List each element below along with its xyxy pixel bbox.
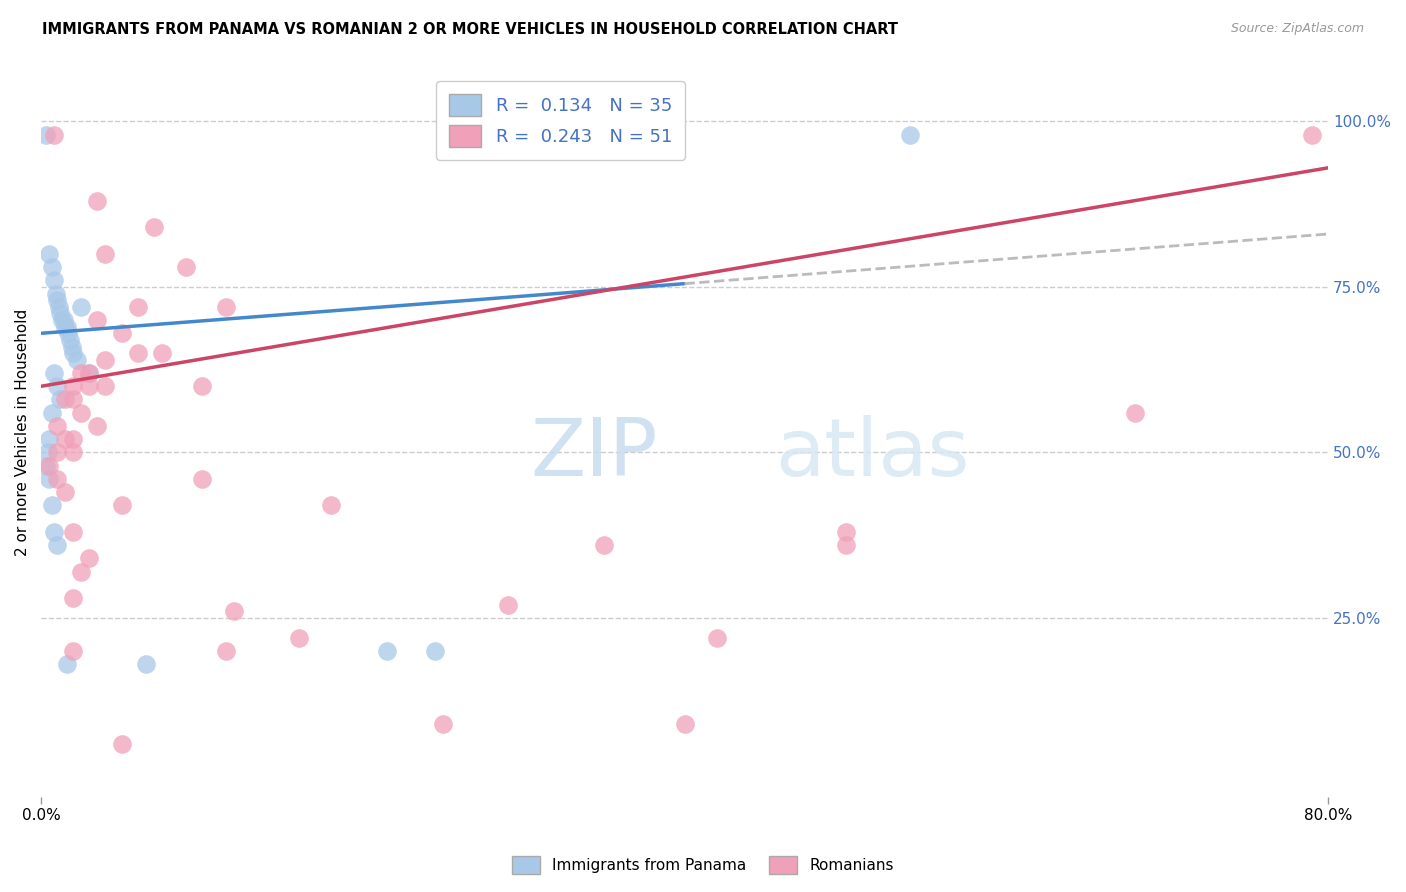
Point	[51, 313, 73, 327]
Point	[224, 604, 246, 618]
Point	[1301, 128, 1323, 142]
Point	[110, 499, 132, 513]
Point	[42, 366, 65, 380]
Point	[86, 194, 108, 208]
Point	[46, 419, 69, 434]
Point	[1123, 406, 1146, 420]
Point	[46, 472, 69, 486]
Point	[53, 319, 76, 334]
Point	[150, 346, 173, 360]
Point	[49, 306, 72, 320]
Point	[46, 538, 69, 552]
Point	[94, 379, 117, 393]
Point	[79, 366, 101, 380]
Point	[59, 333, 82, 347]
Point	[70, 565, 93, 579]
Point	[62, 392, 84, 407]
Point	[375, 644, 398, 658]
Point	[432, 717, 454, 731]
Point	[42, 273, 65, 287]
Point	[38, 432, 60, 446]
Point	[53, 392, 76, 407]
Point	[52, 313, 75, 327]
Point	[706, 631, 728, 645]
Point	[41, 260, 63, 274]
Point	[60, 340, 83, 354]
Point	[496, 598, 519, 612]
Point	[37, 445, 59, 459]
Point	[45, 286, 67, 301]
Point	[46, 445, 69, 459]
Point	[174, 260, 197, 274]
Point	[35, 128, 58, 142]
Point	[70, 300, 93, 314]
Point	[42, 524, 65, 539]
Point	[94, 247, 117, 261]
Point	[62, 379, 84, 393]
Point	[46, 293, 69, 308]
Point	[79, 366, 101, 380]
Point	[49, 392, 72, 407]
Point	[53, 432, 76, 446]
Point	[215, 300, 238, 314]
Point	[46, 379, 69, 393]
Legend: Immigrants from Panama, Romanians: Immigrants from Panama, Romanians	[506, 850, 900, 880]
Legend: R =  0.134   N = 35, R =  0.243   N = 51: R = 0.134 N = 35, R = 0.243 N = 51	[436, 81, 685, 160]
Point	[79, 379, 101, 393]
Text: atlas: atlas	[775, 416, 969, 493]
Point	[127, 346, 149, 360]
Y-axis label: 2 or more Vehicles in Household: 2 or more Vehicles in Household	[15, 309, 30, 557]
Point	[191, 379, 214, 393]
Point	[41, 499, 63, 513]
Point	[62, 591, 84, 606]
Point	[38, 458, 60, 473]
Point	[62, 524, 84, 539]
Point	[110, 326, 132, 341]
Point	[834, 524, 856, 539]
Point	[142, 220, 165, 235]
Point	[898, 128, 921, 142]
Point	[62, 346, 84, 360]
Point	[38, 247, 60, 261]
Text: ZIP: ZIP	[530, 416, 658, 493]
Point	[86, 419, 108, 434]
Point	[48, 300, 70, 314]
Point	[42, 128, 65, 142]
Point	[62, 644, 84, 658]
Point	[79, 551, 101, 566]
Point	[70, 406, 93, 420]
Point	[215, 644, 238, 658]
Point	[65, 352, 87, 367]
Point	[94, 352, 117, 367]
Point	[70, 366, 93, 380]
Point	[62, 445, 84, 459]
Point	[135, 657, 157, 672]
Point	[53, 485, 76, 500]
Point	[127, 300, 149, 314]
Point	[287, 631, 309, 645]
Point	[319, 499, 342, 513]
Point	[62, 432, 84, 446]
Point	[425, 644, 447, 658]
Point	[56, 319, 79, 334]
Point	[35, 458, 58, 473]
Point	[38, 472, 60, 486]
Point	[86, 313, 108, 327]
Point	[110, 737, 132, 751]
Point	[191, 472, 214, 486]
Point	[41, 406, 63, 420]
Point	[593, 538, 616, 552]
Point	[673, 717, 696, 731]
Text: Source: ZipAtlas.com: Source: ZipAtlas.com	[1230, 22, 1364, 36]
Text: IMMIGRANTS FROM PANAMA VS ROMANIAN 2 OR MORE VEHICLES IN HOUSEHOLD CORRELATION C: IMMIGRANTS FROM PANAMA VS ROMANIAN 2 OR …	[42, 22, 898, 37]
Point	[834, 538, 856, 552]
Point	[58, 326, 80, 341]
Point	[56, 657, 79, 672]
